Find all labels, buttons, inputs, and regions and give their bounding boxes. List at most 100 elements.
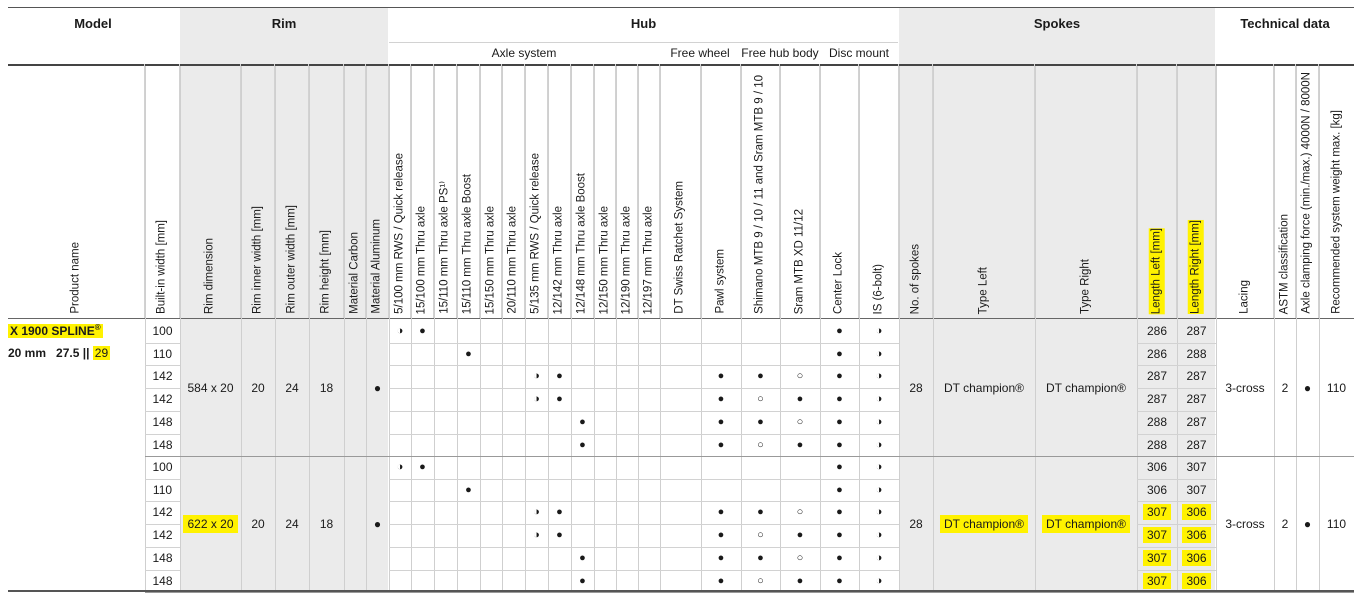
rim-height-value: 18: [319, 517, 334, 532]
axle-subrule: [389, 42, 898, 43]
grid-vline: [741, 66, 742, 590]
hub-option-mark: ●: [556, 506, 563, 519]
lacing-pattern-value: 3-cross: [1225, 381, 1265, 396]
row-rule: [145, 433, 180, 435]
row-rule: [145, 546, 180, 548]
col-is-label: IS (6-bolt): [871, 263, 884, 315]
col-a10-label: 12/150 mm Thru axle: [597, 205, 610, 314]
spoke-length-value: 287: [1146, 369, 1168, 384]
hub-option-mark: ●: [717, 370, 725, 383]
hub-option-mark: ●: [796, 574, 804, 587]
spoke-count: 28: [899, 456, 933, 592]
clamp-force-mark-value: ●: [1303, 381, 1312, 396]
hub-option-mark: ●: [717, 506, 725, 519]
hub-option-mark: ○: [757, 393, 764, 406]
hub-option-mark: ●: [579, 551, 586, 564]
grid-vline: [638, 66, 639, 590]
hub-option-mark: ●: [836, 461, 843, 473]
hub-option-mark: ◑: [396, 461, 404, 473]
grid-vline: [389, 66, 390, 590]
col-lacing: Lacing: [1216, 64, 1274, 318]
spoke-type-left: DT champion®: [933, 320, 1035, 456]
hub-option-mark: ●: [836, 574, 843, 587]
hub-option-mark: ○: [757, 574, 764, 587]
spoke-length-value: 287: [1186, 324, 1207, 338]
hub-option-mark: ●: [836, 325, 843, 337]
grid-vline: [780, 66, 781, 590]
lacing-pattern: 3-cross: [1216, 320, 1274, 456]
spoke-length-right: 287: [1177, 434, 1216, 456]
grid-vline: [1216, 66, 1217, 590]
spoke-length-right: 307: [1177, 456, 1216, 478]
col-builtin-label: Built-in width [mm]: [155, 220, 168, 314]
spoke-length-left: 307: [1137, 547, 1177, 569]
row-rule: [145, 365, 180, 367]
rim-outer-width: 24: [275, 320, 309, 456]
spoke-length-value: 287: [1186, 392, 1207, 407]
row-rule: [145, 388, 180, 390]
hub-option-mark: ●: [796, 438, 804, 451]
spoke-length-value: 288: [1146, 414, 1168, 429]
hub-option-mark: ●: [757, 370, 764, 383]
col-ratchet: DT Swiss Ratchet System: [660, 64, 701, 318]
spoke-length-right: 287: [1177, 320, 1216, 342]
hub-option-mark: ◑: [875, 574, 883, 587]
col-is: IS (6-bolt): [859, 64, 899, 318]
row-rule: [1137, 365, 1216, 367]
grid-vline: [701, 66, 702, 590]
row-rule: [1137, 524, 1216, 526]
col-nspokes: No. of spokes: [899, 64, 933, 318]
block-rule: [145, 592, 1354, 594]
row-rule: [145, 478, 180, 480]
spoke-type-right: DT champion®: [1035, 456, 1137, 592]
spoke-length-left: 307: [1137, 524, 1177, 546]
spoke-type-right: DT champion®: [1035, 320, 1137, 456]
header-rule: [8, 64, 1354, 66]
astm-class-value: 2: [1281, 381, 1289, 396]
rim-height: 18: [309, 320, 344, 456]
spoke-length-left: 306: [1137, 479, 1177, 501]
hub-option-mark: ●: [717, 551, 725, 564]
rim-inner-width-value: 20: [251, 381, 265, 396]
grid-vline: [616, 66, 617, 590]
hub-option-mark: ●: [836, 483, 843, 496]
col-a9-label: 12/148 mm Thru axle Boost: [575, 172, 588, 314]
spoke-length-right: 287: [1177, 388, 1216, 410]
col-shimano-label: Shimano MTB 9 / 10 / 11 and Sram MTB 9 /…: [753, 75, 766, 314]
col-a5-label: 15/150 mm Thru axle: [483, 205, 496, 314]
col-a7-label: 5/135 mm RWS / Quick release: [529, 153, 542, 314]
col-typeright: Type Right: [1035, 64, 1137, 318]
built-in-width: 100: [152, 324, 173, 338]
spoke-type-left: DT champion®: [933, 456, 1035, 592]
spoke-length-left: 288: [1137, 434, 1177, 456]
col-a5: 15/150 mm Thru axle: [480, 64, 502, 318]
hub-option-mark: ◑: [875, 370, 883, 383]
row-rule: [389, 342, 899, 344]
col-rimdim: Rim dimension: [180, 64, 241, 318]
hub-option-mark: ◑: [875, 438, 883, 451]
grid-vline: [1274, 66, 1275, 590]
spoke-length-right: 306: [1177, 570, 1216, 592]
hub-option-mark: ●: [717, 415, 725, 428]
col-a6: 20/110 mm Thru axle: [502, 64, 525, 318]
col-typeright-label: Type Right: [1078, 259, 1091, 314]
grid-vline: [1177, 66, 1178, 590]
col-outer: Rim outer width [mm]: [275, 64, 309, 318]
grid-vline: [1137, 66, 1138, 590]
spoke-length-left: 287: [1137, 365, 1177, 387]
col-inner-label: Rim inner width [mm]: [250, 206, 263, 314]
spoke-count: 28: [899, 320, 933, 456]
material-aluminum: ●: [366, 456, 389, 592]
grid-vline: [1319, 66, 1320, 590]
grid-vline: [480, 66, 481, 590]
col-lenleft: Length Left [mm]: [1137, 64, 1177, 318]
spoke-length-value: 307: [1142, 504, 1172, 521]
spoke-length-value: 287: [1146, 392, 1168, 407]
subgroup-freehub: Free hub body: [741, 46, 819, 60]
row-rule: [145, 524, 180, 526]
hub-option-mark: ●: [465, 347, 472, 360]
row-rule: [389, 546, 899, 548]
rim-dimension-value: 622 x 20: [183, 515, 238, 534]
row-rule: [145, 569, 180, 571]
built-in-width: 142: [152, 392, 173, 407]
